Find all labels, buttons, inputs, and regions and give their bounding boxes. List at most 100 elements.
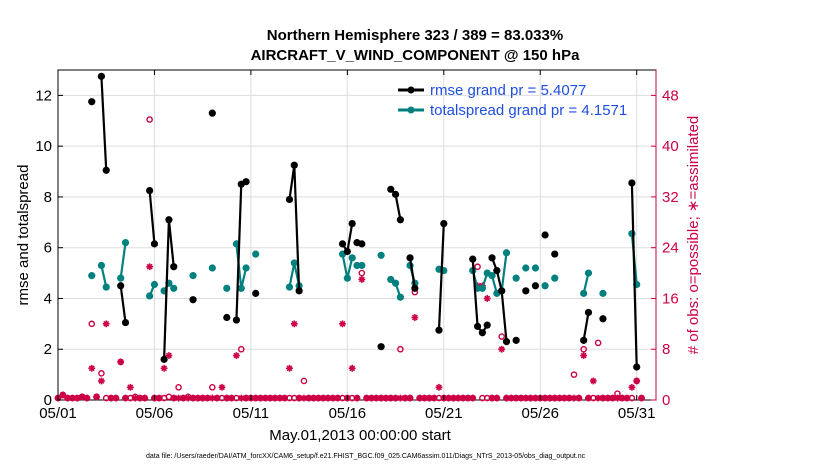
chart-title-line1: Northern Hemisphere 323 / 389 = 83.033% [267, 27, 563, 44]
rmse-line-segment [437, 223, 445, 331]
totalspread-point [478, 284, 486, 292]
obs-assimilated-point [628, 383, 636, 391]
rmse-point [232, 316, 241, 324]
obs-assimilated-point [469, 394, 477, 402]
obs-assimilated-point [334, 394, 342, 402]
obs-assimilated-point [406, 394, 414, 402]
obs-assimilated-point [204, 394, 211, 402]
obs-possible-point [358, 269, 366, 277]
y-tick-label: 2 [44, 341, 52, 358]
rmse-point [498, 287, 506, 295]
totalspread-point [102, 283, 110, 291]
y2-axis-label: # of obs: o=possible; ∗=assimilated [685, 116, 702, 355]
rmse-point [483, 321, 491, 329]
x-tick-label: 05/31 [618, 405, 656, 422]
obs-assimilated-point [575, 394, 583, 402]
totalspread-point [580, 289, 588, 297]
chart-title-line2: AIRCRAFT_V_WIND_COMPONENT @ 150 hPa [251, 47, 581, 64]
rmse-point [396, 216, 405, 224]
totalspread-point [252, 250, 260, 258]
obs-assimilated-point [242, 394, 250, 402]
rmse-point [290, 161, 298, 169]
y2-tick-label: 16 [662, 290, 679, 307]
legend-marker-spread [407, 106, 415, 114]
obs-assimilated-point [126, 383, 134, 391]
obs-assimilated-point [454, 394, 462, 402]
totalspread-point [237, 284, 245, 292]
obs-assimilated-point [98, 377, 105, 385]
obs-assimilated-point [329, 394, 337, 402]
obs-possible-point [175, 384, 182, 391]
y2-tick-label: 48 [662, 87, 679, 104]
obs-markers [54, 116, 645, 402]
rmse-point [473, 322, 482, 330]
rmse-point [599, 315, 607, 323]
totalspread-point [121, 239, 130, 247]
obs-assimilated-point [411, 314, 419, 321]
totalspread-point [551, 274, 559, 282]
obs-assimilated-point [401, 394, 409, 402]
obs-assimilated-point [64, 394, 72, 402]
obs-possible-point [146, 116, 153, 123]
obs-assimilated-point [339, 320, 346, 328]
obs-assimilated-point [160, 364, 168, 372]
totalspread-point [343, 274, 351, 282]
obs-assimilated-point [589, 377, 597, 385]
totalspread-point [117, 274, 125, 282]
obs-assimilated-point [300, 394, 308, 402]
totalspread-point [522, 264, 530, 272]
obs-assimilated-point [83, 394, 91, 402]
obs-assimilated-point [59, 391, 67, 399]
obs-assimilated-point [281, 394, 289, 402]
rmse-point [512, 336, 520, 344]
y2-tick-label: 8 [662, 341, 670, 358]
rmse-point [223, 313, 231, 322]
obs-assimilated-point [363, 394, 371, 402]
obs-assimilated-point [580, 352, 588, 359]
obs-assimilated-point [638, 394, 645, 402]
rmse-point [295, 287, 303, 295]
obs-assimilated-point [565, 394, 573, 402]
obs-assimilated-point [165, 352, 173, 359]
y-tick-label: 6 [44, 240, 52, 257]
rmse-point [478, 329, 486, 337]
obs-assimilated-point [599, 394, 607, 402]
totalspread-point [285, 283, 294, 291]
y-tick-label: 8 [44, 189, 52, 206]
rmse-point [406, 254, 414, 262]
grid [57, 70, 656, 401]
obs-assimilated-point [184, 394, 192, 402]
obs-assimilated-point [88, 364, 96, 372]
rmse-line-segment [235, 180, 247, 321]
x-tick-label: 05/21 [425, 405, 463, 422]
rmse-line-segment [148, 190, 156, 244]
obs-assimilated-point [353, 394, 361, 402]
obs-assimilated-point [522, 394, 530, 402]
rmse-point [584, 308, 593, 317]
obs-possible-point [397, 345, 404, 353]
obs-assimilated-point [112, 394, 120, 402]
totalspread-point [502, 249, 511, 257]
obs-assimilated-point [633, 377, 641, 385]
y-tick-label: 0 [44, 392, 52, 409]
x-axis-label: May.01,2013 00:00:00 start [269, 427, 451, 444]
rmse-point [189, 296, 197, 304]
rmse-point [208, 109, 216, 117]
totalspread-point [146, 292, 154, 300]
rmse-point [541, 231, 549, 239]
totalspread-point [377, 251, 385, 259]
rmse-point [252, 289, 260, 297]
totalspread-point [97, 261, 106, 270]
obs-assimilated-point [493, 394, 501, 402]
rmse-point [628, 179, 636, 187]
obs-assimilated-point [141, 394, 149, 402]
rmse-point [343, 247, 351, 256]
obs-assimilated-point [551, 394, 559, 402]
obs-assimilated-point [199, 394, 207, 402]
x-tick-label: 05/11 [233, 405, 269, 422]
obs-assimilated-point [213, 394, 221, 402]
totalspread-line-segment [100, 265, 108, 288]
y2-tick-label: 24 [662, 240, 679, 257]
obs-assimilated-point [527, 394, 535, 402]
